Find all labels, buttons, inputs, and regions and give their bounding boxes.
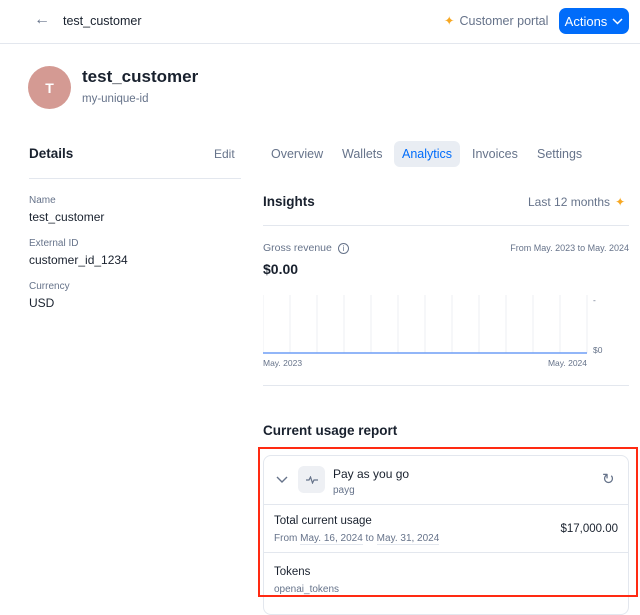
avatar: T [28,66,71,109]
y-tick-label: $0 [593,345,603,355]
customer-name: test_customer [82,67,199,86]
details-list: Name test_customer External ID customer_id… [29,195,128,310]
metric-label: Gross revenue [263,242,332,254]
period-selector[interactable]: Last 12 months ✦ [528,195,625,209]
refresh-icon[interactable]: ↻ [602,471,615,488]
sparkle-icon: ✦ [615,195,626,209]
customer-slug: my-unique-id [82,93,149,105]
total-usage-row: Total current usage From May. 16, 2024 t… [264,504,628,552]
highlight-box [258,447,638,597]
divider [263,225,629,226]
detail-currency: Currency USD [29,281,128,310]
header-title: test_customer [63,14,142,28]
x-tick-label: May. 2024 [548,358,587,368]
insights-title: Insights [263,194,315,209]
actions-label: Actions [564,13,608,29]
metric-header: Gross revenue i [263,242,349,254]
to-word: to [365,533,374,544]
chevron-down-icon [612,17,623,25]
field-value: customer_id_1234 [29,253,128,267]
plan-name: Pay as you go [333,467,410,481]
metric-row: Tokens openai_tokens [264,552,628,612]
field-value: test_customer [29,210,105,224]
divider [29,178,241,179]
from-date: May. 16, 2024 [300,533,363,545]
usage-card: Pay as you go payg ↻ Total current usage… [263,455,629,615]
y-tick-label: - [593,295,596,305]
top-bar [0,0,640,44]
edit-details-link[interactable]: Edit [214,147,235,161]
usage-title: Current usage report [263,423,398,438]
detail-name: Name test_customer [29,195,128,238]
sparkle-icon: ✦ [444,14,455,28]
total-usage-amount: $17,000.00 [560,523,618,535]
field-label: External ID [29,238,79,249]
customer-portal-link[interactable]: ✦ Customer portal [444,13,549,29]
tab-settings[interactable]: Settings [537,147,583,161]
tab-invoices[interactable]: Invoices [472,147,518,161]
customer-portal-label: Customer portal [459,13,549,28]
metric-name: Tokens [274,566,311,578]
total-usage-label: Total current usage [274,515,372,527]
back-arrow-icon[interactable]: ← [34,11,50,28]
metric-code: openai_tokens [274,584,340,595]
detail-external-id: External ID customer_id_1234 [29,238,128,281]
tab-analytics[interactable]: Analytics [394,141,461,167]
pulse-icon [298,466,325,493]
info-icon[interactable]: i [337,242,349,254]
usage-period: From May. 16, 2024 to May. 31, 2024 [274,533,440,545]
actions-button[interactable]: Actions [559,8,629,34]
field-label: Name [29,195,56,206]
field-label: Currency [29,281,70,292]
plan-code: payg [333,485,355,496]
range-label: From May. 2023 to May. 2024 [510,243,629,253]
chevron-down-icon[interactable] [276,471,288,489]
field-value: USD [29,296,55,310]
revenue-chart: May. 2023 May. 2024 - $0 [263,295,603,368]
details-title: Details [29,146,74,161]
x-tick-label: May. 2023 [263,358,302,368]
to-date: May. 31, 2024 [376,533,440,545]
divider [263,385,629,386]
gross-revenue-total: $0.00 [263,261,299,277]
tab-wallets[interactable]: Wallets [342,147,383,161]
tab-overview[interactable]: Overview [271,147,324,161]
from-word: From [274,533,298,544]
period-label: Last 12 months [528,195,611,209]
